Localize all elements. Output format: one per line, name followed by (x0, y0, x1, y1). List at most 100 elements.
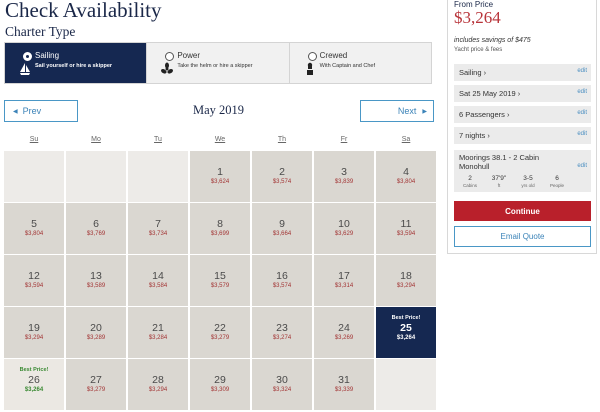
spec-length: 37'9" ft (486, 175, 512, 188)
day-price: $3,594 (396, 231, 416, 237)
day-number: 23 (276, 322, 288, 334)
summary-row-label: Sailing › (459, 68, 487, 77)
calendar-day-2[interactable]: 2 $3,574 (252, 151, 312, 202)
day-price: $3,699 (210, 231, 230, 237)
next-month-button[interactable]: Next ▶ (360, 100, 434, 122)
calendar-day-14[interactable]: 14 $3,584 (128, 255, 188, 306)
day-price: $3,594 (24, 283, 44, 289)
summary-row-passengers[interactable]: 6 Passengers › edit (454, 106, 591, 124)
calendar-day-11[interactable]: 11 $3,594 (376, 203, 436, 254)
charter-option-sailing[interactable]: Sailing Sail yourself or hire a skipper (5, 43, 148, 83)
charter-option-crewed[interactable]: Crewed With Captain and Chef (289, 43, 431, 83)
day-price: $3,629 (334, 231, 354, 237)
calendar-day-5[interactable]: 5 $3,804 (4, 203, 64, 254)
day-price: $3,324 (272, 387, 292, 393)
weekday-label: Sa (401, 136, 411, 143)
spec-value: 3-5 (523, 175, 533, 182)
calendar-day-28[interactable]: 28 $3,294 (128, 359, 188, 410)
weekday-label: Mo (91, 136, 101, 143)
day-number: 15 (214, 270, 226, 282)
edit-link[interactable]: edit (577, 89, 587, 95)
chevron-left-icon: ◀ (13, 108, 18, 115)
day-price: $3,274 (272, 335, 292, 341)
summary-row-boat[interactable]: Moorings 38.1 - 2 Cabin Monohull edit 2 … (454, 150, 591, 192)
calendar-day-25[interactable]: Best Price! 25 $3,264 (376, 307, 436, 358)
day-price: $3,284 (148, 335, 168, 341)
charter-option-title: Crewed (319, 51, 348, 60)
propeller-icon (161, 62, 174, 74)
day-number: 30 (276, 374, 288, 386)
calendar-day-3[interactable]: 3 $3,839 (314, 151, 374, 202)
day-price: $3,294 (148, 387, 168, 393)
calendar-day-12[interactable]: 12 $3,594 (4, 255, 64, 306)
calendar-day-22[interactable]: 22 $3,279 (190, 307, 250, 358)
calendar-day-13[interactable]: 13 $3,589 (66, 255, 126, 306)
day-price: $3,289 (86, 335, 106, 341)
continue-button[interactable]: Continue (454, 201, 591, 221)
calendar-day-7[interactable]: 7 $3,734 (128, 203, 188, 254)
spec-value: 6 (555, 175, 559, 182)
calendar-empty-cell (66, 151, 126, 202)
edit-link[interactable]: edit (577, 163, 587, 169)
day-price: $3,294 (396, 283, 416, 289)
summary-row-date[interactable]: Sat 25 May 2019 › edit (454, 85, 591, 103)
day-number: 26 (28, 374, 40, 386)
day-price: $3,584 (148, 283, 168, 289)
spec-age: 3-5 yrs old (515, 175, 541, 188)
edit-link[interactable]: edit (577, 68, 587, 74)
charter-option-power[interactable]: Power Take the helm or hire a skipper (147, 43, 290, 83)
from-price-label: From Price (454, 0, 494, 9)
prev-label: Prev (22, 106, 42, 116)
day-price: $3,664 (272, 231, 292, 237)
day-number: 4 (403, 166, 409, 178)
day-number: 8 (217, 218, 223, 230)
summary-row-nights[interactable]: 7 nights › edit (454, 127, 591, 145)
calendar-day-8[interactable]: 8 $3,699 (190, 203, 250, 254)
summary-row-charter-type[interactable]: Sailing › edit (454, 64, 591, 82)
calendar-day-18[interactable]: 18 $3,294 (376, 255, 436, 306)
calendar-day-4[interactable]: 4 $3,804 (376, 151, 436, 202)
calendar-day-16[interactable]: 16 $3,574 (252, 255, 312, 306)
spec-label: People (549, 183, 564, 188)
calendar-day-21[interactable]: 21 $3,284 (128, 307, 188, 358)
calendar-day-1[interactable]: 1 $3,624 (190, 151, 250, 202)
calendar-day-29[interactable]: 29 $3,309 (190, 359, 250, 410)
weekday-label: Tu (154, 136, 162, 143)
day-price: $3,309 (210, 387, 230, 393)
calendar-day-17[interactable]: 17 $3,314 (314, 255, 374, 306)
calendar-day-20[interactable]: 20 $3,289 (66, 307, 126, 358)
calendar-day-9[interactable]: 9 $3,664 (252, 203, 312, 254)
radio-selected[interactable] (23, 52, 32, 61)
boat-name: Moorings 38.1 - 2 Cabin Monohull (459, 153, 540, 171)
day-number: 18 (400, 270, 412, 282)
calendar-day-24[interactable]: 24 $3,269 (314, 307, 374, 358)
calendar-day-10[interactable]: 10 $3,629 (314, 203, 374, 254)
day-price: $3,314 (334, 283, 354, 289)
price-summary-panel: From Price $3,264 includes savings of $4… (447, 0, 597, 254)
spec-label: Cabins (462, 183, 477, 188)
edit-link[interactable]: edit (577, 110, 587, 116)
price-value: $3,264 (454, 8, 501, 27)
calendar-day-23[interactable]: 23 $3,274 (252, 307, 312, 358)
prev-month-button[interactable]: ◀ Prev (4, 100, 78, 122)
charter-type-selector: Sailing Sail yourself or hire a skipper … (4, 42, 432, 84)
calendar-day-6[interactable]: 6 $3,769 (66, 203, 126, 254)
day-price: $3,574 (272, 179, 292, 185)
calendar-day-15[interactable]: 15 $3,579 (190, 255, 250, 306)
chef-icon (306, 62, 313, 75)
day-number: 2 (279, 166, 285, 178)
calendar-day-19[interactable]: 19 $3,294 (4, 307, 64, 358)
day-number: 27 (90, 374, 102, 386)
radio-unselected[interactable] (307, 52, 317, 61)
calendar-day-30[interactable]: 30 $3,324 (252, 359, 312, 410)
edit-link[interactable]: edit (577, 131, 587, 137)
email-quote-button[interactable]: Email Quote (454, 226, 591, 247)
radio-unselected[interactable] (165, 52, 175, 61)
calendar-day-26[interactable]: Best Price! 26 $3,264 (4, 359, 64, 410)
weekday-header: Su Mo Tu We Th Fr Sa (4, 136, 436, 148)
spec-people: 6 People (544, 175, 570, 188)
calendar-day-27[interactable]: 27 $3,279 (66, 359, 126, 410)
calendar-day-31[interactable]: 31 $3,339 (314, 359, 374, 410)
day-number: 28 (152, 374, 164, 386)
day-number: 16 (276, 270, 288, 282)
